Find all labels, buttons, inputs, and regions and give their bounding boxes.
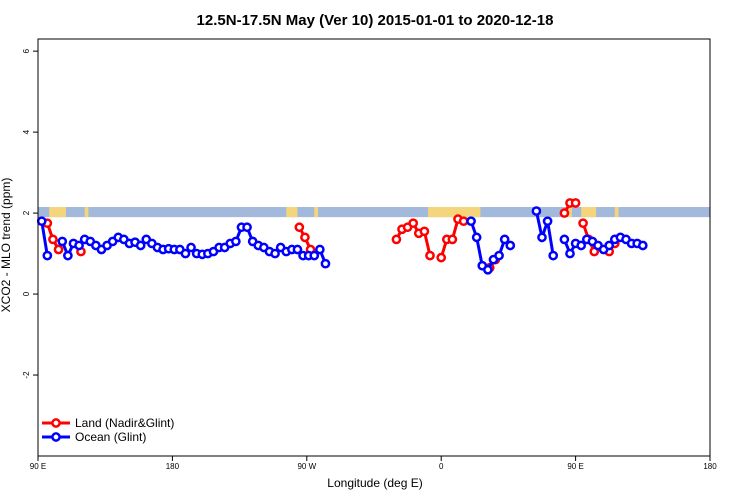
data-point xyxy=(419,226,430,237)
data-point xyxy=(505,240,516,251)
legend-item: Ocean (Glint) xyxy=(42,430,146,444)
data-point xyxy=(36,216,47,227)
land-ocean-band xyxy=(38,207,710,218)
x-tick-label: 0 xyxy=(439,462,444,471)
land-band-segment xyxy=(581,207,597,218)
data-point xyxy=(548,250,559,261)
series-line xyxy=(40,220,49,256)
x-tick-label: 90 E xyxy=(30,462,46,471)
data-point xyxy=(294,222,305,233)
plot-frame xyxy=(37,38,711,457)
data-point xyxy=(186,242,196,253)
legend-label: Ocean (Glint) xyxy=(75,430,146,444)
data-point xyxy=(309,250,320,261)
legend-label: Land (Nadir&Glint) xyxy=(75,416,174,430)
x-tick-label: 180 xyxy=(703,462,717,471)
data-point xyxy=(576,240,587,251)
legend: Land (Nadir&Glint)Ocean (Glint) xyxy=(42,416,174,444)
data-point xyxy=(565,248,575,259)
x-tick-label: 180 xyxy=(166,462,180,471)
data-point xyxy=(42,250,53,261)
land-band-segment xyxy=(314,207,318,218)
data-point xyxy=(542,216,553,227)
data-point xyxy=(53,244,64,255)
y-tick-label: 0 xyxy=(22,291,31,296)
data-point xyxy=(320,258,331,269)
data-point xyxy=(63,250,73,261)
land-band-segment xyxy=(286,207,298,218)
legend-item: Land (Nadir&Glint) xyxy=(42,416,174,430)
data-point xyxy=(483,264,493,275)
data-point xyxy=(425,250,435,261)
axes: 90 E 180 90 W 0 90 E 180 -2 0 2 4 6 xyxy=(22,38,717,471)
y-tick-label: 6 xyxy=(22,48,31,53)
data-point xyxy=(57,236,68,247)
data-point xyxy=(559,234,570,245)
data-point xyxy=(231,236,241,247)
data-point xyxy=(300,232,310,243)
series-line xyxy=(534,210,555,256)
data-point xyxy=(578,218,588,229)
land-band-segment xyxy=(614,207,619,218)
data-point xyxy=(499,234,510,245)
land-band-segment xyxy=(84,207,89,218)
data-point xyxy=(466,216,476,227)
data-point xyxy=(458,216,469,227)
y-tick-label: 4 xyxy=(22,129,31,134)
y-tick-label: 2 xyxy=(22,210,31,215)
data-point xyxy=(242,222,252,233)
data-point xyxy=(391,234,402,245)
legend-marker xyxy=(51,432,61,442)
data-point xyxy=(74,240,84,251)
data-point xyxy=(637,240,648,251)
land-band-segment xyxy=(49,207,66,218)
data-point xyxy=(471,232,482,243)
y-axis-label: XCO2 - MLO trend (ppm) xyxy=(0,178,13,313)
x-axis-label: Longitude (deg E) xyxy=(327,476,422,490)
x-tick-label: 90 E xyxy=(567,462,583,471)
data-point xyxy=(447,234,458,245)
data-point xyxy=(270,248,280,259)
data-point xyxy=(180,248,191,259)
x-tick-label: 90 W xyxy=(297,462,316,471)
chart-title: 12.5N-17.5N May (Ver 10) 2015-01-01 to 2… xyxy=(197,12,554,29)
data-point xyxy=(408,218,419,229)
data-point xyxy=(292,244,303,255)
data-point xyxy=(604,240,615,251)
data-point xyxy=(494,250,504,261)
data-point xyxy=(537,232,547,243)
data-point xyxy=(559,208,570,218)
land-band-segment xyxy=(568,207,572,218)
series-ocean xyxy=(36,206,648,275)
data-point xyxy=(315,244,325,255)
data-point xyxy=(48,234,58,245)
land-band-segment xyxy=(428,207,481,218)
ocean-band xyxy=(38,207,710,218)
y-tick-label: -2 xyxy=(22,371,31,379)
data-point xyxy=(531,206,542,216)
data-point xyxy=(436,252,447,263)
data-point xyxy=(570,198,581,208)
data-point xyxy=(135,240,146,251)
legend-marker xyxy=(51,418,61,428)
series-layer xyxy=(36,198,648,275)
